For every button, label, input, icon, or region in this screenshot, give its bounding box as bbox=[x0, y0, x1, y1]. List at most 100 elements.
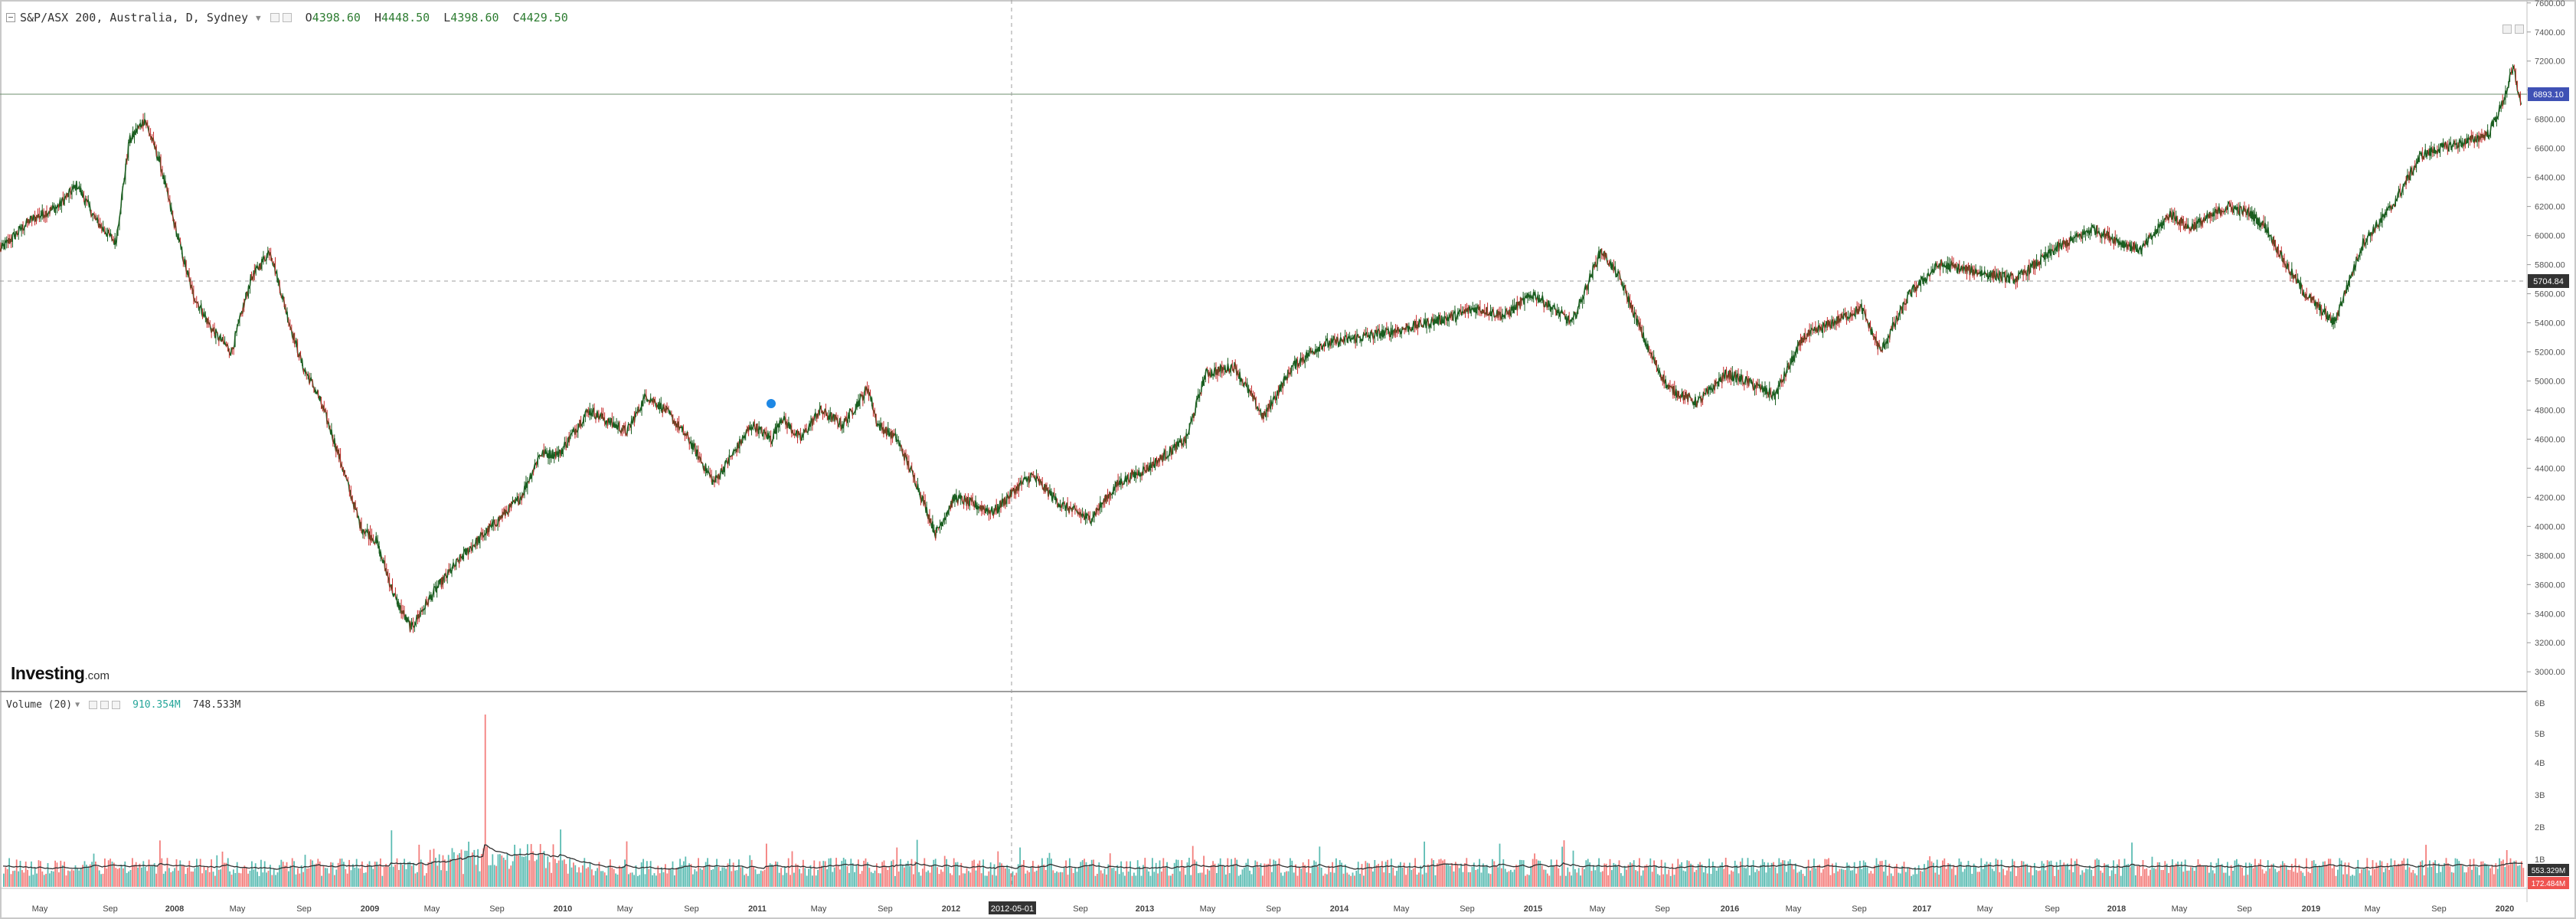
volume-bar bbox=[933, 859, 935, 887]
volume-bar bbox=[1378, 863, 1379, 887]
volume-bar bbox=[799, 868, 800, 887]
volume-bar bbox=[1326, 874, 1328, 887]
settings-icon[interactable] bbox=[270, 13, 280, 22]
symbol-title[interactable]: S&P/ASX 200, Australia, D, Sydney bbox=[20, 11, 249, 25]
event-marker-icon[interactable] bbox=[765, 397, 777, 410]
pane-buttons[interactable] bbox=[2502, 25, 2524, 34]
volume-bar bbox=[1525, 875, 1526, 887]
volume-bar bbox=[335, 869, 338, 887]
volume-bar bbox=[2039, 870, 2041, 887]
collapse-pane-icon[interactable] bbox=[2515, 25, 2524, 34]
volume-bar bbox=[675, 868, 678, 887]
time-tick-label: Sep bbox=[2431, 904, 2447, 914]
volume-bar bbox=[363, 872, 365, 887]
volume-bar bbox=[1618, 860, 1620, 887]
volume-bar bbox=[1061, 872, 1064, 887]
volume-bar bbox=[2515, 860, 2517, 887]
volume-bar bbox=[401, 865, 404, 887]
volume-bar bbox=[15, 859, 18, 887]
price-tick-label: 4800.00 bbox=[2535, 406, 2565, 415]
volume-badge-primary-label: 553.329M bbox=[2532, 867, 2565, 875]
volume-bar bbox=[469, 856, 472, 887]
volume-bar bbox=[2083, 872, 2085, 887]
volume-bar bbox=[1732, 872, 1734, 887]
volume-bar bbox=[1002, 865, 1005, 887]
last-price-label: 6893.10 bbox=[2533, 90, 2564, 100]
volume-bar bbox=[203, 866, 205, 887]
volume-bar bbox=[859, 874, 861, 887]
investing-logo: Investing.com bbox=[11, 663, 110, 684]
volume-bar bbox=[600, 871, 602, 887]
volume-bar bbox=[1554, 865, 1556, 887]
volume-bar bbox=[1144, 858, 1146, 887]
chevron-down-icon[interactable]: ▼ bbox=[75, 700, 80, 709]
volume-bar bbox=[850, 858, 852, 887]
volume-bar bbox=[1139, 866, 1140, 887]
volume-bar bbox=[787, 858, 789, 887]
volume-bar bbox=[1277, 864, 1278, 887]
volume-bar bbox=[560, 829, 561, 887]
maximize-pane-icon[interactable] bbox=[2502, 25, 2512, 34]
volume-bar bbox=[747, 875, 749, 887]
volume-bar bbox=[2081, 870, 2084, 887]
volume-bar bbox=[1414, 858, 1416, 887]
volume-legend-label[interactable]: Volume (20) bbox=[6, 698, 73, 711]
volume-bar bbox=[865, 858, 867, 887]
volume-bar bbox=[1513, 869, 1515, 887]
volume-bar bbox=[2512, 862, 2513, 887]
remove-icon[interactable] bbox=[112, 700, 121, 709]
hide-icon[interactable] bbox=[100, 700, 110, 709]
volume-bar bbox=[315, 863, 317, 887]
volume-bar bbox=[300, 865, 302, 887]
event-marker[interactable] bbox=[765, 397, 777, 410]
volume-bar bbox=[2499, 858, 2500, 887]
volume-bar bbox=[988, 871, 990, 887]
volume-bar bbox=[2311, 861, 2313, 887]
volume-bar bbox=[1014, 875, 1015, 887]
chevron-down-icon[interactable]: ▼ bbox=[256, 12, 261, 23]
volume-bar bbox=[2123, 858, 2126, 887]
volume-bar bbox=[2096, 858, 2098, 887]
volume-bar bbox=[914, 861, 917, 887]
volume-bar bbox=[1715, 870, 1718, 887]
volume-bar bbox=[427, 862, 430, 887]
volume-bar bbox=[2091, 869, 2093, 887]
volume-bar bbox=[165, 871, 166, 887]
volume-bar bbox=[2160, 870, 2162, 887]
volume-bar bbox=[828, 858, 830, 887]
volume-bar bbox=[557, 860, 560, 887]
volume-bar bbox=[2184, 859, 2186, 887]
price-tick-label: 6600.00 bbox=[2535, 145, 2565, 154]
volume-bar bbox=[322, 865, 325, 887]
volume-bar bbox=[1076, 872, 1078, 887]
volume-bar bbox=[649, 861, 652, 887]
hide-icon[interactable] bbox=[282, 13, 292, 22]
volume-bar bbox=[607, 865, 610, 887]
volume-bar bbox=[192, 872, 194, 887]
volume-bar bbox=[1870, 871, 1872, 887]
volume-bar bbox=[2357, 859, 2359, 887]
volume-bar bbox=[459, 853, 460, 887]
time-tick-label: Sep bbox=[2045, 904, 2060, 914]
volume-bar bbox=[573, 862, 574, 887]
volume-bar bbox=[1878, 864, 1879, 887]
volume-bar bbox=[1841, 868, 1842, 887]
settings-icon[interactable] bbox=[89, 700, 98, 709]
volume-bar bbox=[1991, 868, 1993, 887]
time-tick-label: May bbox=[1394, 904, 1410, 914]
symbol-legend[interactable]: S&P/ASX 200, Australia, D, Sydney ▼ O439… bbox=[6, 8, 568, 28]
volume-bar bbox=[1552, 865, 1554, 887]
volume-bar bbox=[1208, 870, 1211, 887]
volume-bar bbox=[1543, 869, 1545, 887]
volume-bar bbox=[2135, 875, 2136, 887]
volume-legend[interactable]: Volume (20) ▼ 910.354M 748.533M bbox=[6, 697, 240, 712]
volume-bar bbox=[2486, 864, 2488, 887]
volume-bar bbox=[1458, 868, 1460, 887]
collapse-icon[interactable] bbox=[6, 13, 15, 22]
volume-bar bbox=[716, 858, 718, 887]
volume-bar bbox=[2230, 865, 2232, 887]
volume-bar bbox=[2140, 875, 2142, 887]
volume-bar bbox=[1319, 846, 1321, 887]
